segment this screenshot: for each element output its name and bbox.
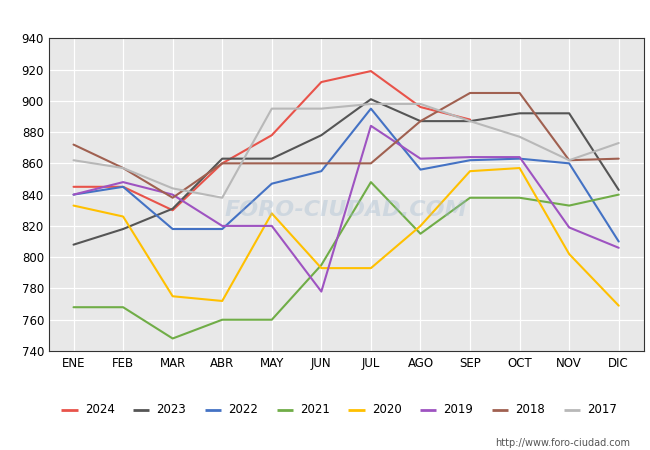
Text: 2021: 2021: [300, 403, 330, 416]
Text: 2024: 2024: [84, 403, 114, 416]
Text: 2018: 2018: [515, 403, 545, 416]
Text: 2019: 2019: [443, 403, 473, 416]
Text: http://www.foro-ciudad.com: http://www.foro-ciudad.com: [495, 438, 630, 448]
Text: 2023: 2023: [157, 403, 186, 416]
Text: FORO-CIUDAD.COM: FORO-CIUDAD.COM: [225, 200, 467, 220]
Text: Afiliados en Pedrajas de San Esteban a 30/9/2024: Afiliados en Pedrajas de San Esteban a 3…: [125, 11, 525, 26]
Text: 2022: 2022: [228, 403, 258, 416]
Text: 2017: 2017: [587, 403, 617, 416]
Text: 2020: 2020: [372, 403, 402, 416]
